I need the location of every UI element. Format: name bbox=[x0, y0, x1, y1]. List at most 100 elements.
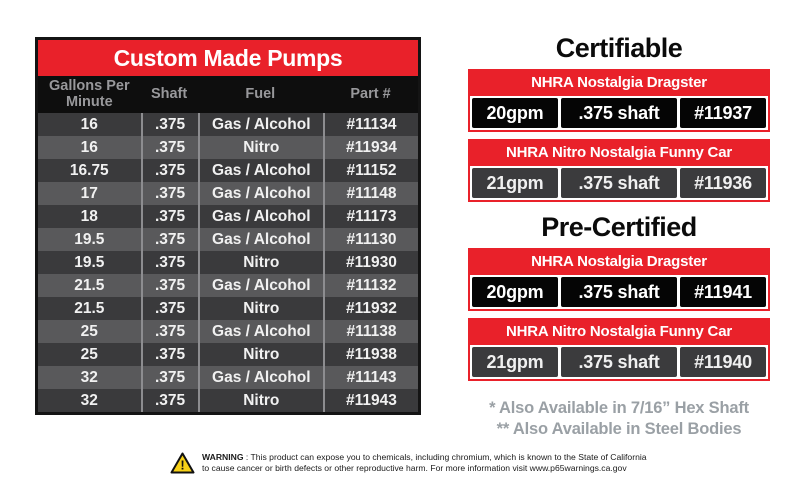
table-cell: Nitro bbox=[197, 297, 323, 320]
table-cell: #11173 bbox=[322, 205, 418, 228]
table-row: 18 .375 Gas / Alcohol #11173 bbox=[38, 205, 418, 228]
cert-block-nitro-funny-car: NHRA Nitro Nostalgia Funny Car 21gpm .37… bbox=[468, 139, 770, 202]
cert-cell-part: #11937 bbox=[680, 98, 766, 128]
cert-banner: NHRA Nitro Nostalgia Funny Car bbox=[506, 323, 732, 340]
warning-text: WARNING : This product can expose you to… bbox=[202, 452, 648, 474]
table-cell: #11938 bbox=[322, 343, 418, 366]
table-cell: .375 bbox=[140, 366, 198, 389]
table-cell: #11943 bbox=[322, 389, 418, 412]
cert-cell-shaft: .375 shaft bbox=[560, 98, 678, 128]
warning-label: WARNING bbox=[202, 452, 244, 462]
table-cell: .375 bbox=[140, 182, 198, 205]
cert-banner: NHRA Nostalgia Dragster bbox=[531, 253, 707, 270]
table-cell: Gas / Alcohol bbox=[197, 274, 323, 297]
column-header-part: Part # bbox=[350, 85, 391, 102]
table-cell: .375 bbox=[140, 113, 198, 136]
cert-cell-shaft: .375 shaft bbox=[560, 277, 678, 307]
cert-cell-gpm: 20gpm bbox=[472, 98, 558, 128]
cert-cell-gpm: 21gpm bbox=[472, 168, 558, 198]
table-cell: .375 bbox=[140, 389, 198, 412]
table-row: 16 .375 Gas / Alcohol #11134 bbox=[38, 113, 418, 136]
cert-cell-shaft: .375 shaft bbox=[560, 347, 678, 377]
table-row: 25 .375 Gas / Alcohol #11138 bbox=[38, 320, 418, 343]
table-row: 21.5 .375 Gas / Alcohol #11132 bbox=[38, 274, 418, 297]
table-row: 25 .375 Nitro #11938 bbox=[38, 343, 418, 366]
table-cell: Gas / Alcohol bbox=[197, 113, 323, 136]
table-cell: #11152 bbox=[322, 159, 418, 182]
cert-cell-part: #11940 bbox=[680, 347, 766, 377]
cert-spec-row: 21gpm .375 shaft #11936 bbox=[470, 166, 768, 200]
table-cell: #11934 bbox=[322, 136, 418, 159]
table-cell: 16.75 bbox=[69, 161, 109, 179]
column-header-shaft: Shaft bbox=[150, 85, 188, 102]
column-header-gpm: Gallons Per Minute bbox=[49, 78, 130, 110]
cert-spec-row: 21gpm .375 shaft #11940 bbox=[470, 345, 768, 379]
table-cell: .375 bbox=[140, 228, 198, 251]
footnote-hex-shaft: * Also Available in 7/16” Hex Shaft bbox=[489, 399, 749, 417]
table-cell: Gas / Alcohol bbox=[197, 228, 323, 251]
table-cell: Nitro bbox=[197, 343, 323, 366]
table-cell: 21.5 bbox=[74, 276, 105, 294]
table-cell: Nitro bbox=[197, 389, 323, 412]
table-cell: #11930 bbox=[322, 251, 418, 274]
table-cell: Gas / Alcohol bbox=[197, 320, 323, 343]
pre-certified-title: Pre-Certified bbox=[541, 212, 697, 242]
table-cell: 21.5 bbox=[74, 299, 105, 317]
table-cell: #11148 bbox=[322, 182, 418, 205]
table-cell: .375 bbox=[140, 136, 198, 159]
warning-body: : This product can expose you to chemica… bbox=[202, 452, 647, 473]
table-row: 21.5 .375 Nitro #11932 bbox=[38, 297, 418, 320]
table-cell: 16 bbox=[80, 115, 98, 133]
table-cell: Gas / Alcohol bbox=[197, 182, 323, 205]
table-cell: #11130 bbox=[322, 228, 418, 251]
table-cell: .375 bbox=[140, 297, 198, 320]
cert-banner: NHRA Nitro Nostalgia Funny Car bbox=[506, 144, 732, 161]
table-cell: .375 bbox=[140, 274, 198, 297]
cert-cell-gpm: 21gpm bbox=[472, 347, 558, 377]
footnote-steel-bodies: ** Also Available in Steel Bodies bbox=[496, 420, 742, 438]
table-cell: #11132 bbox=[322, 274, 418, 297]
cert-block-nostalgia-dragster: NHRA Nostalgia Dragster 20gpm .375 shaft… bbox=[468, 69, 770, 132]
table-cell: .375 bbox=[140, 205, 198, 228]
table-cell: Gas / Alcohol bbox=[197, 366, 323, 389]
table-cell: #11932 bbox=[322, 297, 418, 320]
table-cell: Gas / Alcohol bbox=[197, 159, 323, 182]
cert-cell-part: #11936 bbox=[680, 168, 766, 198]
table-cell: Gas / Alcohol bbox=[197, 205, 323, 228]
table-cell: .375 bbox=[140, 320, 198, 343]
cert-spec-row: 20gpm .375 shaft #11941 bbox=[470, 275, 768, 309]
table-cell: Nitro bbox=[197, 251, 323, 274]
table-row: 32 .375 Nitro #11943 bbox=[38, 389, 418, 412]
pump-table-title: Custom Made Pumps bbox=[38, 40, 418, 76]
cert-block-nostalgia-dragster-pre: NHRA Nostalgia Dragster 20gpm .375 shaft… bbox=[468, 248, 770, 311]
table-cell: 25 bbox=[80, 322, 98, 340]
table-cell: 32 bbox=[80, 368, 98, 386]
table-row: 17 .375 Gas / Alcohol #11148 bbox=[38, 182, 418, 205]
table-cell: #11134 bbox=[322, 113, 418, 136]
cert-spec-row: 20gpm .375 shaft #11937 bbox=[470, 96, 768, 130]
table-row: 16.75 .375 Gas / Alcohol #11152 bbox=[38, 159, 418, 182]
cert-banner: NHRA Nostalgia Dragster bbox=[531, 74, 707, 91]
svg-text:!: ! bbox=[180, 458, 184, 473]
table-row: 19.5 .375 Nitro #11930 bbox=[38, 251, 418, 274]
pump-table-header: Gallons Per Minute Shaft Fuel Part # bbox=[38, 76, 418, 113]
table-cell: #11138 bbox=[322, 320, 418, 343]
cert-cell-part: #11941 bbox=[680, 277, 766, 307]
table-cell: 19.5 bbox=[74, 230, 105, 248]
cert-block-nitro-funny-car-pre: NHRA Nitro Nostalgia Funny Car 21gpm .37… bbox=[468, 318, 770, 381]
certifiable-title: Certifiable bbox=[555, 33, 683, 63]
table-cell: 25 bbox=[80, 345, 98, 363]
certification-column: Certifiable NHRA Nostalgia Dragster 20gp… bbox=[468, 33, 770, 440]
table-cell: 18 bbox=[80, 207, 98, 225]
table-row: 32 .375 Gas / Alcohol #11143 bbox=[38, 366, 418, 389]
table-cell: 32 bbox=[80, 391, 98, 409]
table-cell: .375 bbox=[140, 159, 198, 182]
table-row: 19.5 .375 Gas / Alcohol #11130 bbox=[38, 228, 418, 251]
table-cell: Nitro bbox=[197, 136, 323, 159]
table-cell: #11143 bbox=[322, 366, 418, 389]
table-cell: .375 bbox=[140, 251, 198, 274]
cert-cell-gpm: 20gpm bbox=[472, 277, 558, 307]
pump-table: Custom Made Pumps Gallons Per Minute Sha… bbox=[35, 37, 421, 415]
table-cell: 19.5 bbox=[74, 253, 105, 271]
